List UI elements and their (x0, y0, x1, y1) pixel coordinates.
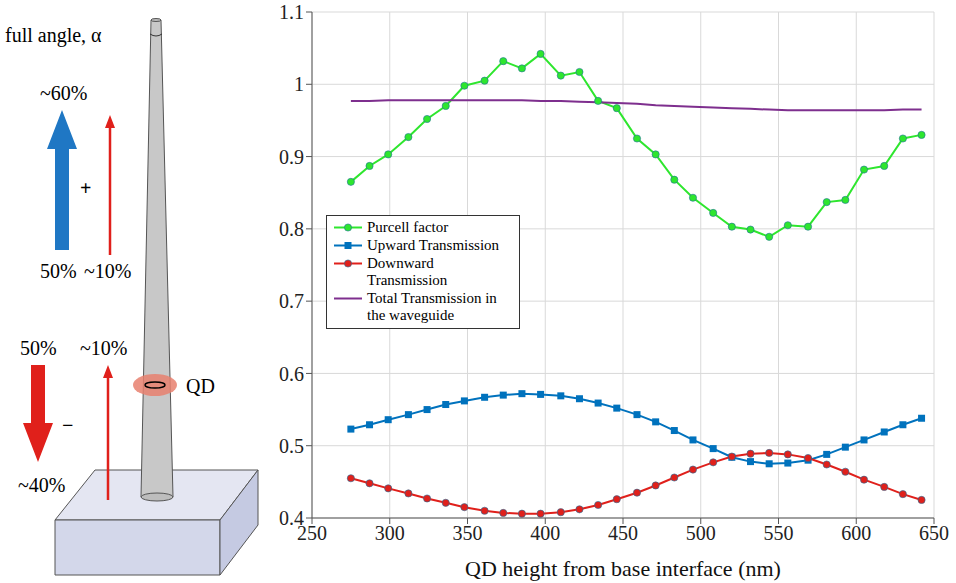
svg-text:full angle, α: full angle, α (5, 24, 102, 47)
svg-text:~60%: ~60% (40, 82, 87, 104)
svg-text:500: 500 (686, 522, 716, 544)
svg-text:0.8: 0.8 (279, 218, 304, 240)
svg-text:+: + (80, 177, 91, 199)
svg-text:300: 300 (375, 522, 405, 544)
svg-text:600: 600 (841, 522, 871, 544)
svg-text:400: 400 (530, 522, 560, 544)
svg-text:~10%: ~10% (80, 337, 127, 359)
svg-text:550: 550 (764, 522, 794, 544)
svg-text:250: 250 (297, 522, 327, 545)
html-text:Total Transmission in the wave: Total Transmission in the waveguide (367, 290, 497, 323)
svg-text:650: 650 (919, 522, 949, 544)
svg-text:~40%: ~40% (18, 474, 65, 496)
html-text:Downward Transmission: Downward Transmission (367, 255, 448, 288)
svg-text:50%: 50% (20, 337, 57, 359)
html-text:Purcell factor: Purcell factor (367, 219, 449, 235)
svg-text:QD height from base interface: QD height from base interface (nm) (465, 556, 781, 581)
svg-text:450: 450 (608, 522, 638, 544)
svg-text:0.7: 0.7 (279, 290, 304, 312)
svg-text:0.6: 0.6 (279, 363, 304, 385)
svg-text:1: 1 (294, 73, 304, 95)
svg-text:0.5: 0.5 (279, 435, 304, 457)
svg-text:1.1: 1.1 (279, 1, 304, 23)
svg-text:0.9: 0.9 (279, 146, 304, 168)
svg-text:QD: QD (186, 375, 215, 397)
svg-text:−: − (62, 414, 73, 436)
svg-text:350: 350 (453, 522, 483, 544)
svg-text:~10%: ~10% (84, 260, 131, 282)
html-text:Upward Transmission: Upward Transmission (367, 237, 500, 253)
svg-text:0.4: 0.4 (279, 507, 304, 529)
svg-text:50%: 50% (40, 260, 77, 282)
